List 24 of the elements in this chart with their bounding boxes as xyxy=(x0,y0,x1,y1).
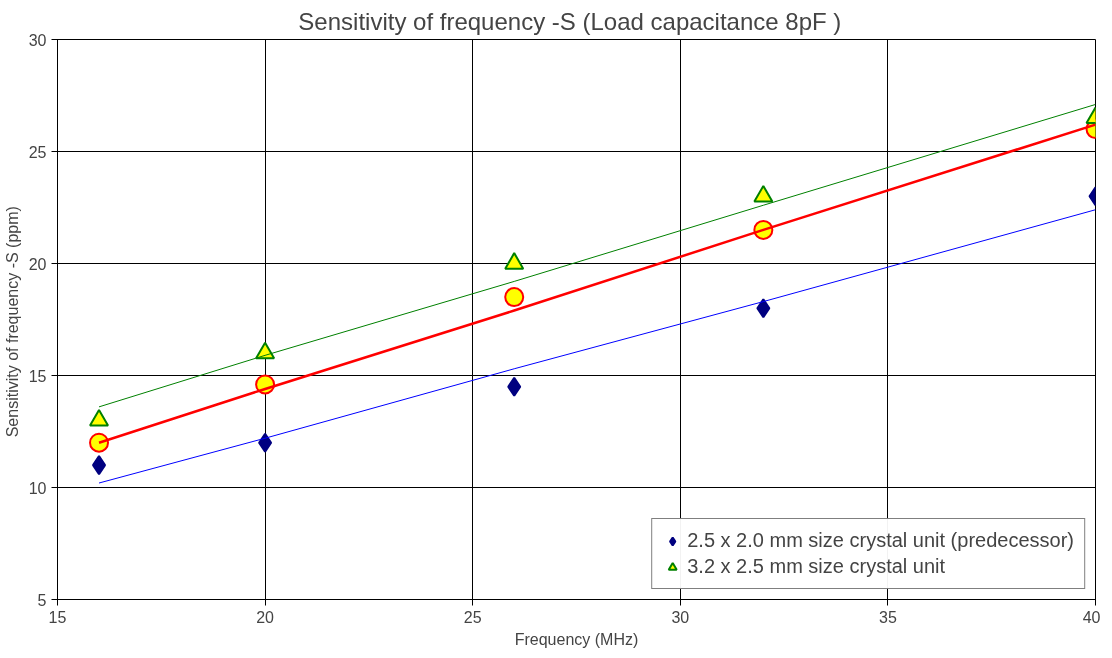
y-tick-label: 25 xyxy=(28,143,47,161)
y-tick-label: 20 xyxy=(28,255,47,273)
x-tick-label: 35 xyxy=(879,608,897,626)
chart-title: Sensitivity of frequency -S (Load capacitance 8pF ) xyxy=(298,7,842,35)
point xyxy=(504,287,525,308)
x-tick-label: 15 xyxy=(48,608,67,626)
y-tick-label: 15 xyxy=(28,367,47,385)
point xyxy=(89,432,110,453)
x-axis-title: Frequency (MHz) xyxy=(514,630,639,648)
line-series xyxy=(98,209,1096,484)
x-tick-label: 30 xyxy=(671,608,690,626)
point xyxy=(507,376,522,397)
x-tick-label: 40 xyxy=(1082,608,1101,626)
legend-label: 3.2 x 2.5 mm size crystal unit xyxy=(687,555,946,578)
y-tick-label: 30 xyxy=(28,31,47,49)
x-tick-label: 25 xyxy=(463,608,482,626)
y-tick-label: 5 xyxy=(37,591,47,609)
x-tick-label: 20 xyxy=(256,608,275,626)
point xyxy=(92,455,107,476)
line-series xyxy=(98,103,1096,408)
legend-label: 2.5 x 2.0 mm size crystal unit (predecessor) xyxy=(687,529,1074,552)
y-tick-label: 10 xyxy=(28,479,47,497)
point xyxy=(258,432,273,453)
y-axis-title: Sensitivity of frequency -S (ppm) xyxy=(3,206,21,438)
